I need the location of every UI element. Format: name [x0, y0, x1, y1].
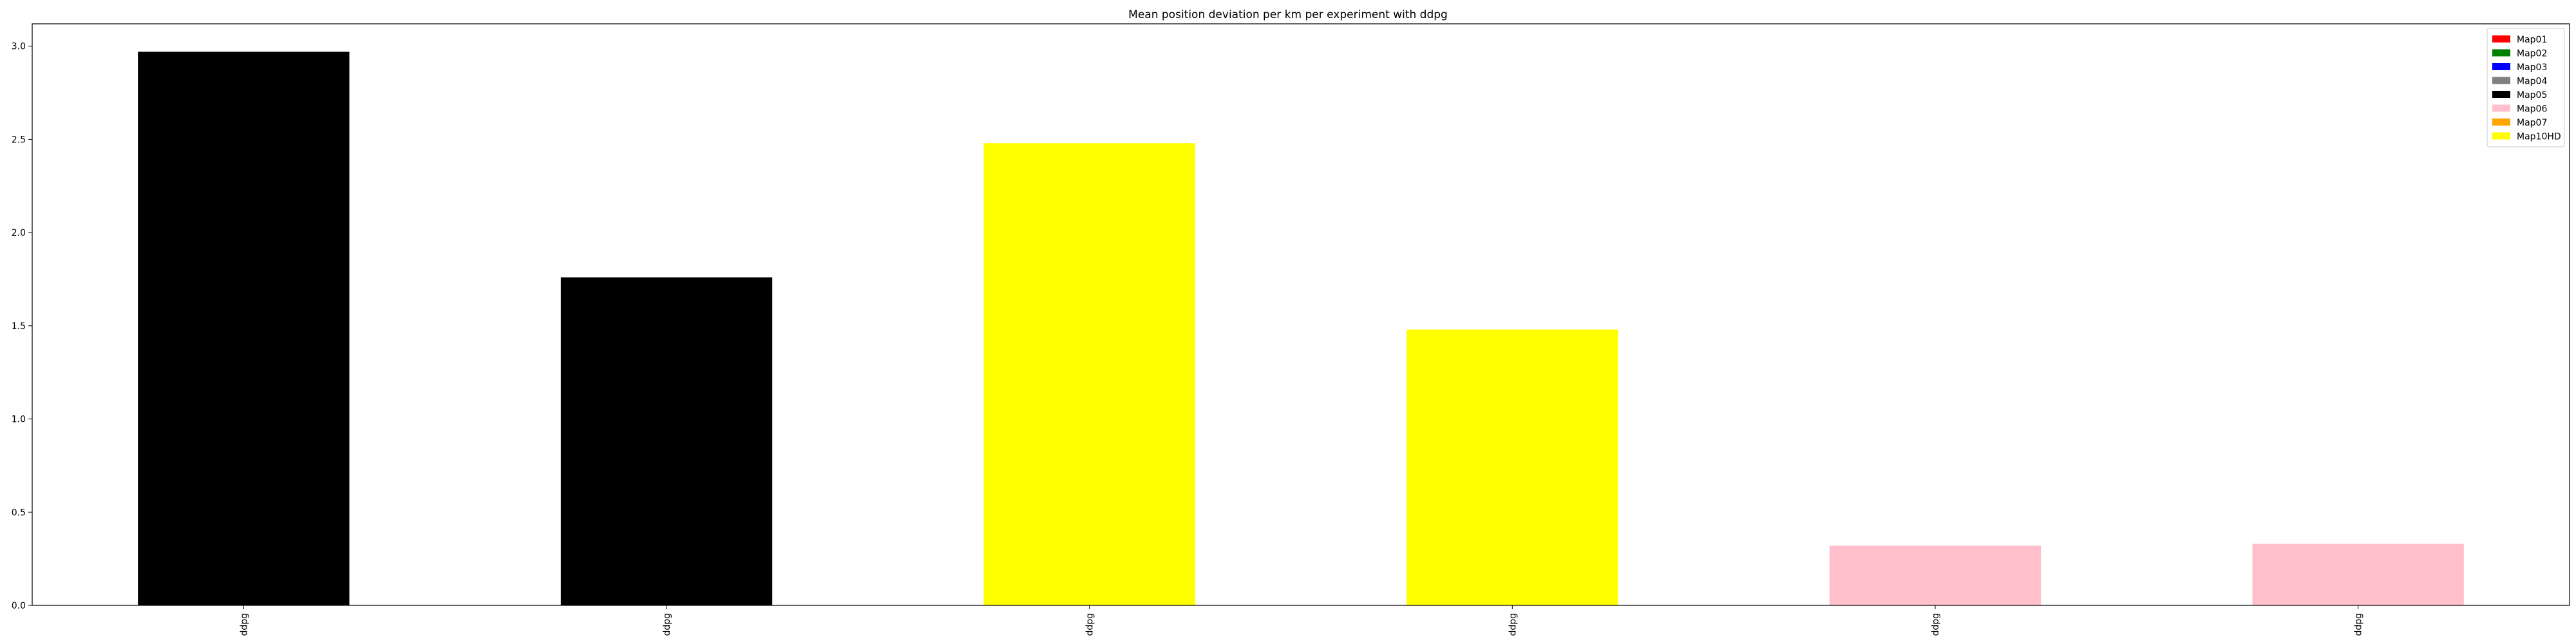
- y-tick-label: 3.0: [12, 42, 26, 52]
- legend-swatch: [2492, 49, 2510, 57]
- legend: Map01 Map02 Map03 Map04 Map05 Map06 Map07 Map10…: [2486, 28, 2565, 147]
- x-tick-label: ddpg: [1931, 613, 1941, 636]
- y-tick-label: 0.5: [12, 507, 26, 518]
- legend-label: Map01: [2517, 35, 2547, 45]
- y-axis: 0.0 0.5 1.0 1.5 2.0 2.5 3.0: [12, 42, 32, 611]
- y-tick-label: 1.5: [12, 321, 26, 332]
- legend-label: Map07: [2517, 118, 2547, 128]
- legend-label: Map04: [2517, 77, 2547, 87]
- x-tick-label: ddpg: [239, 613, 249, 636]
- legend-label: Map02: [2517, 49, 2547, 59]
- legend-label: Map06: [2517, 104, 2547, 115]
- bar-3: [983, 143, 1195, 605]
- legend-swatch: [2492, 35, 2510, 43]
- legend-label: Map05: [2517, 90, 2547, 100]
- x-tick-label: ddpg: [1508, 613, 1518, 636]
- legend-swatch: [2492, 132, 2510, 140]
- bar-5: [1829, 545, 2041, 605]
- bar-2: [560, 277, 773, 605]
- plot-frame: [32, 23, 2570, 606]
- y-tick-label: 2.5: [12, 135, 26, 145]
- y-tick-label: 2.0: [12, 228, 26, 238]
- legend-swatch: [2492, 104, 2510, 112]
- y-tick-label: 1.0: [12, 415, 26, 425]
- legend-swatch: [2492, 77, 2510, 84]
- legend-swatch: [2492, 63, 2510, 70]
- x-tick-label: ddpg: [1085, 613, 1095, 636]
- bar-4: [1406, 329, 1618, 605]
- x-tick-label: ddpg: [662, 613, 672, 636]
- x-axis: ddpg ddpg ddpg ddpg ddpg ddpg: [239, 605, 2364, 636]
- legend-box: [2486, 28, 2565, 147]
- legend-label: Map03: [2517, 62, 2547, 73]
- bar-1: [138, 52, 350, 606]
- y-tick-label: 0.0: [12, 601, 26, 611]
- chart-title: Mean position deviation per km per exper…: [1128, 8, 1448, 21]
- legend-swatch: [2492, 91, 2510, 98]
- x-tick-label: ddpg: [2354, 613, 2364, 636]
- bars-layer: [138, 52, 2464, 606]
- legend-label: Map10HD: [2517, 132, 2561, 142]
- bar-6: [2252, 544, 2464, 605]
- legend-swatch: [2492, 118, 2510, 126]
